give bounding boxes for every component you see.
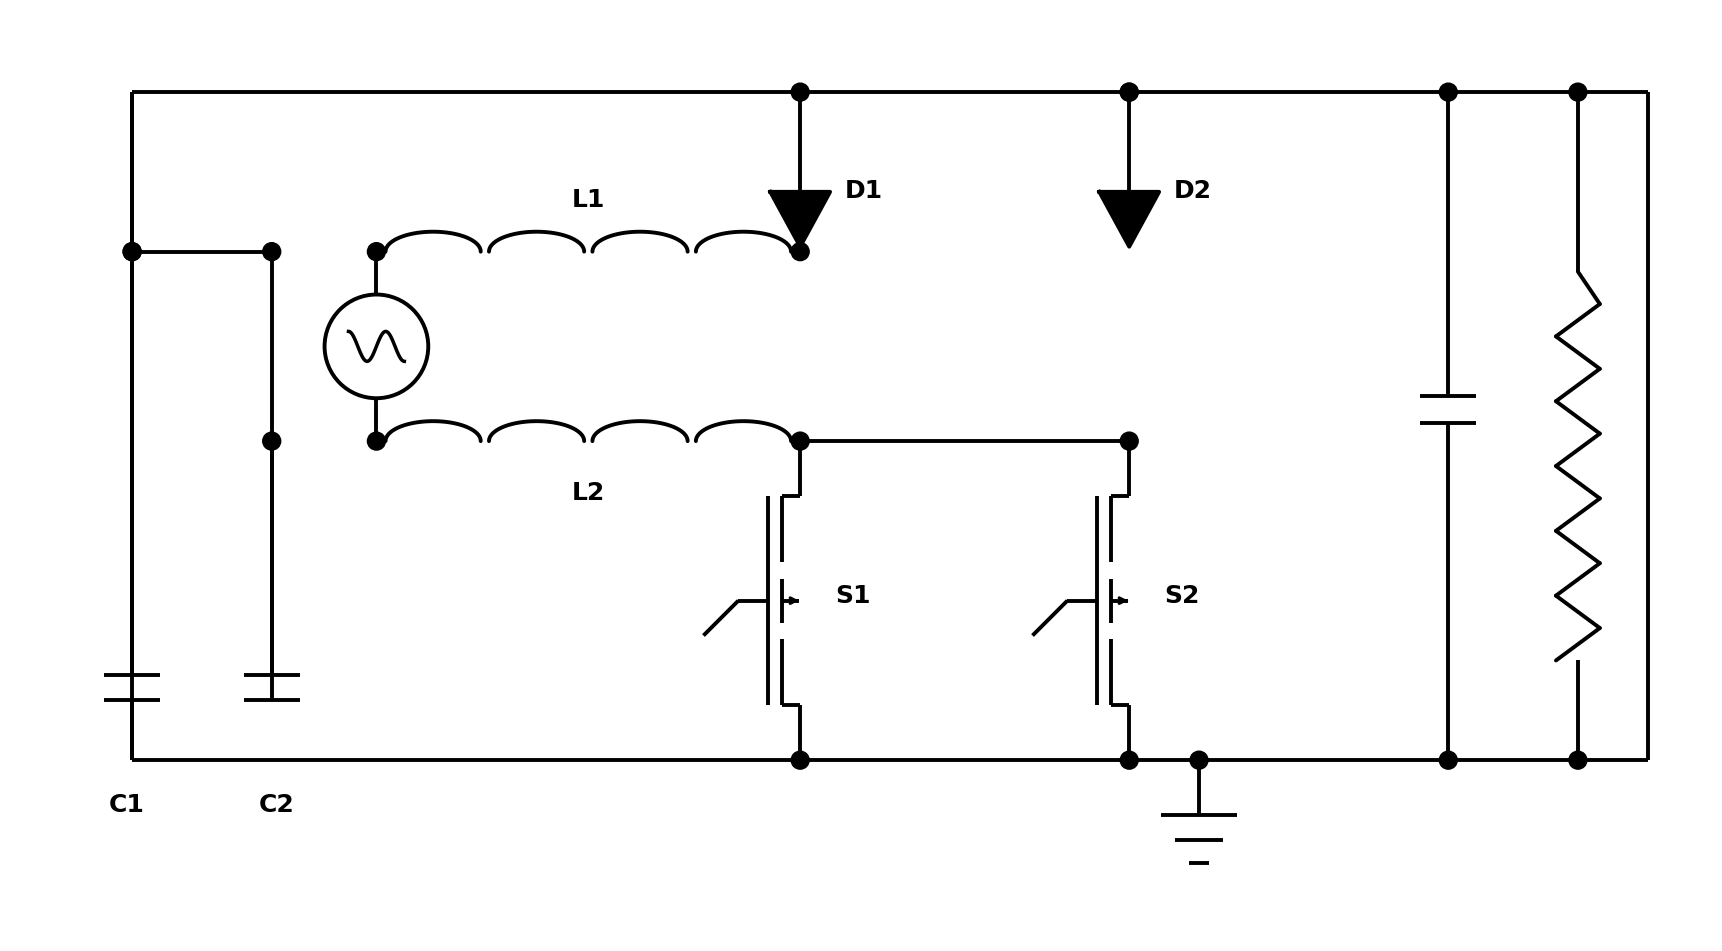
- Circle shape: [1569, 83, 1588, 101]
- Circle shape: [1121, 432, 1138, 450]
- Circle shape: [124, 243, 141, 261]
- Polygon shape: [1099, 192, 1159, 246]
- Circle shape: [367, 432, 386, 450]
- Text: D1: D1: [846, 180, 883, 204]
- Circle shape: [263, 432, 281, 450]
- Circle shape: [124, 243, 141, 261]
- Text: S1: S1: [835, 584, 871, 608]
- Text: L1: L1: [572, 187, 604, 212]
- Circle shape: [790, 751, 809, 769]
- Polygon shape: [770, 192, 830, 246]
- Circle shape: [1569, 751, 1588, 769]
- Circle shape: [263, 243, 281, 261]
- Text: L2: L2: [572, 481, 604, 505]
- Circle shape: [1190, 751, 1209, 769]
- Circle shape: [1121, 83, 1138, 101]
- Circle shape: [1121, 83, 1138, 101]
- Circle shape: [1121, 751, 1138, 769]
- Circle shape: [367, 243, 386, 261]
- Circle shape: [790, 432, 809, 450]
- Circle shape: [790, 83, 809, 101]
- Text: S2: S2: [1164, 584, 1200, 608]
- Text: D2: D2: [1174, 180, 1212, 204]
- Text: C2: C2: [258, 793, 294, 817]
- Text: C1: C1: [108, 793, 145, 817]
- Circle shape: [1440, 751, 1457, 769]
- Circle shape: [790, 243, 809, 261]
- Circle shape: [1440, 83, 1457, 101]
